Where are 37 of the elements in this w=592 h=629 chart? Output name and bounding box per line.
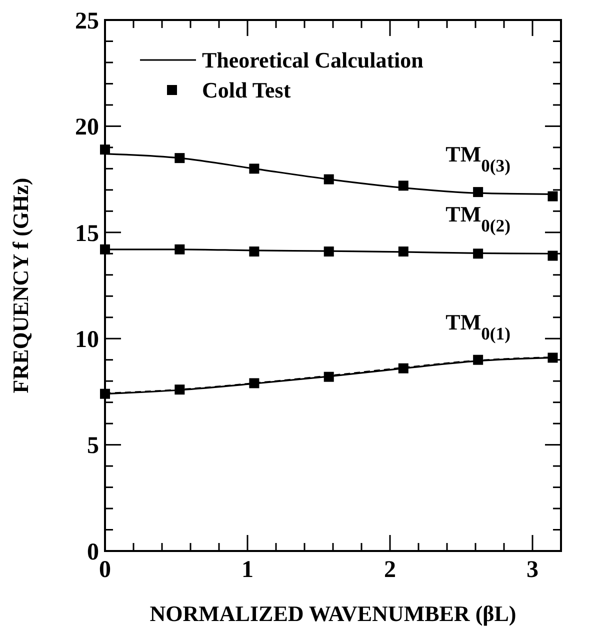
point	[398, 363, 408, 374]
point	[174, 153, 185, 164]
y-tick-label: 15	[75, 220, 99, 247]
annotation: TM$_{0(2)}$	[446, 202, 511, 236]
point	[249, 246, 260, 257]
annotation: TM$_{0(3)}$	[446, 142, 511, 176]
point	[548, 352, 558, 363]
x-tick-label: 1	[242, 557, 254, 583]
y-tick-label: 25	[75, 8, 99, 34]
y-tick-label: 0	[87, 539, 99, 566]
point	[324, 246, 334, 257]
y-tick-label: 5	[87, 433, 99, 460]
point	[100, 144, 110, 155]
y-axis-title: FREQUENCY f (GHz)	[8, 178, 33, 394]
point	[249, 378, 260, 388]
point	[249, 164, 260, 174]
point	[548, 250, 558, 261]
y-tick-label: 20	[75, 114, 99, 141]
point	[324, 372, 334, 382]
point	[473, 248, 484, 259]
point	[100, 244, 110, 254]
y-tick-label: 10	[75, 327, 99, 353]
x-tick-label: 3	[526, 557, 538, 583]
point	[174, 244, 185, 254]
legend-label: Cold Test	[202, 78, 292, 103]
legend-label: Theoretical Calculation	[202, 48, 424, 73]
point	[174, 384, 185, 395]
point	[473, 354, 484, 365]
point	[473, 187, 484, 198]
point	[398, 180, 408, 191]
x-tick-label: 2	[384, 557, 396, 583]
point	[548, 191, 558, 202]
annotation: TM$_{0(1)}$	[446, 309, 511, 344]
point	[324, 174, 334, 184]
point	[398, 246, 408, 257]
point	[100, 388, 110, 399]
x-axis-title: NORMALIZED WAVENUMBER (βL)	[150, 601, 516, 626]
